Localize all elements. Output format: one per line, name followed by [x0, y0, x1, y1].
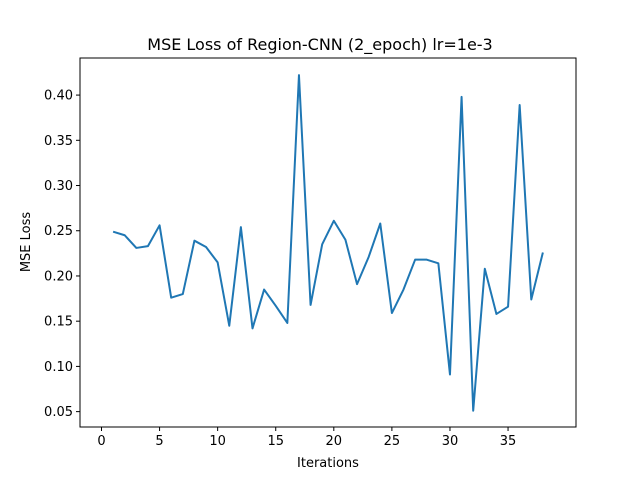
- series-line: [112, 74, 544, 412]
- x-tick-label-5: 25: [384, 434, 401, 449]
- x-axis-label: Iterations: [297, 456, 359, 471]
- x-tick-label-1: 5: [155, 434, 163, 449]
- y-tick-label-2: 0.15: [44, 315, 73, 330]
- plot-area: 0 5 10 15 20 25 30 35 0.050.100.150.200.250.300…: [44, 57, 577, 449]
- x-tick-label-7: 35: [500, 434, 517, 449]
- y-tick-label-7: 0.40: [44, 89, 73, 104]
- y-axis-label: MSE Loss: [19, 212, 34, 273]
- y-tick-label-0: 0.05: [44, 405, 73, 420]
- y-axis-ticks: 0.05 0.10 0.15 0.20 0.25 0.30 0.35 0.40: [44, 89, 80, 420]
- chart-title: MSE Loss of Region-CNN (2_epoch) lr=1e-3: [147, 35, 492, 55]
- y-tick-label-1: 0.10: [44, 360, 73, 375]
- x-tick-label-3: 15: [267, 434, 284, 449]
- x-axis-ticks: 0 5 10 15 20 25 30 35: [97, 427, 516, 449]
- y-tick-label-6: 0.35: [44, 134, 73, 149]
- x-tick-label-6: 30: [442, 434, 459, 449]
- x-tick-label-2: 10: [209, 434, 226, 449]
- x-tick-label-0: 0: [97, 434, 105, 449]
- y-tick-label-5: 0.30: [44, 179, 73, 194]
- x-tick-label-4: 20: [326, 434, 343, 449]
- series-points: [112, 74, 545, 413]
- y-tick-label-4: 0.25: [44, 224, 73, 239]
- plot-frame: [79, 57, 577, 428]
- y-tick-label-3: 0.20: [44, 269, 73, 284]
